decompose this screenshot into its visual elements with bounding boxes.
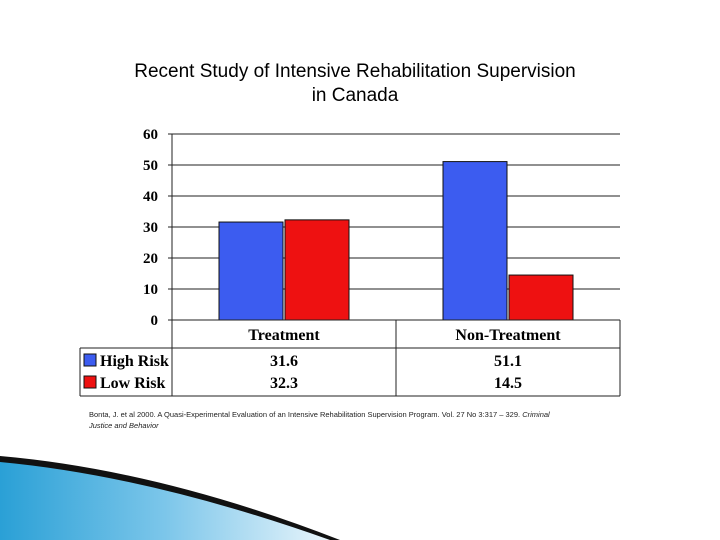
citation: Bonta, J. et al 2000. A Quasi-Experiment…: [89, 409, 649, 431]
y-tick-label: 0: [151, 313, 159, 329]
y-tick-label: 60: [143, 127, 158, 143]
title-line-2: in Canada: [311, 85, 399, 106]
chart-title: Recent Study of Intensive Rehabilitation…: [60, 60, 650, 108]
data-label: 32.3: [270, 375, 298, 392]
data-label: 51.1: [494, 353, 522, 370]
legend-label: High Risk: [100, 353, 169, 370]
y-tick-label: 40: [143, 189, 158, 205]
data-label: 14.5: [494, 375, 522, 392]
y-tick-label: 50: [143, 158, 158, 174]
legend-swatch: [83, 353, 97, 367]
data-label: 31.6: [270, 353, 298, 370]
bar-low-risk-non-treatment: [508, 274, 574, 321]
x-tick-label: Treatment: [248, 327, 320, 344]
citation-journal-a: Criminal: [522, 410, 550, 419]
bar-low-risk-treatment: [284, 219, 350, 321]
swoosh-shape: [0, 458, 330, 540]
bar-high-risk-treatment: [218, 221, 284, 321]
legend-swatch: [83, 375, 97, 389]
y-tick-label: 10: [143, 282, 158, 298]
citation-text: Bonta, J. et al 2000. A Quasi-Experiment…: [89, 410, 521, 419]
legend-label: Low Risk: [100, 375, 165, 392]
citation-journal-b: Justice and Behavior: [89, 421, 159, 430]
bar-high-risk-non-treatment: [442, 161, 508, 321]
y-tick-label: 20: [143, 251, 158, 267]
y-tick-label: 30: [143, 220, 158, 236]
x-tick-label: Non-Treatment: [455, 327, 561, 344]
title-line-1: Recent Study of Intensive Rehabilitation…: [134, 61, 576, 82]
swoosh-dark-stroke: [0, 456, 340, 540]
